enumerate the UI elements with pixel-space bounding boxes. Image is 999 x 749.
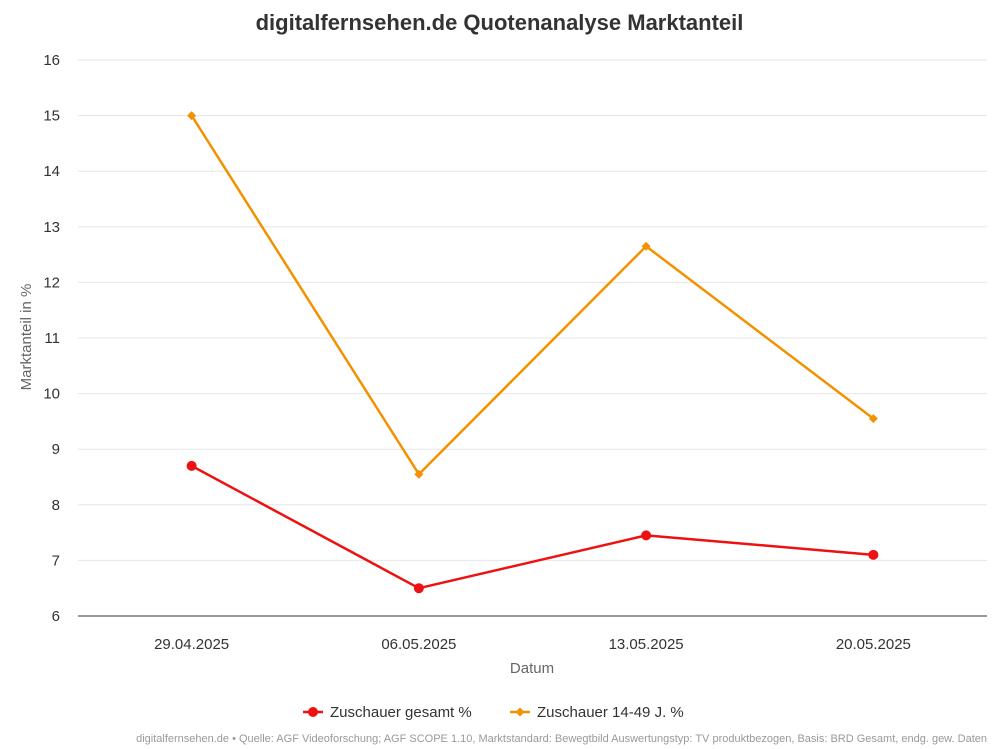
chart-title: digitalfernsehen.de Quotenanalyse Markta… bbox=[256, 10, 744, 35]
x-tick-label: 13.05.2025 bbox=[609, 636, 684, 653]
legend-item: Zuschauer 14-49 J. % bbox=[510, 704, 684, 721]
x-tick-label: 20.05.2025 bbox=[836, 636, 911, 653]
source-note: digitalfernsehen.de • Quelle: AGF Videof… bbox=[136, 733, 987, 745]
legend-item: Zuschauer gesamt % bbox=[303, 704, 472, 721]
series-2 bbox=[187, 111, 878, 479]
y-axis-label: Marktanteil in % bbox=[18, 284, 35, 391]
legend-marker bbox=[308, 707, 318, 717]
data-point bbox=[868, 549, 879, 560]
y-tick-label: 15 bbox=[43, 108, 60, 125]
y-tick-label: 8 bbox=[52, 497, 60, 514]
series-lines bbox=[186, 111, 879, 594]
series-line bbox=[190, 114, 875, 476]
series-1 bbox=[186, 460, 879, 594]
legend-label: Zuschauer 14-49 J. % bbox=[537, 704, 684, 721]
y-tick-label: 10 bbox=[43, 386, 60, 403]
series-line bbox=[191, 464, 874, 590]
data-point bbox=[641, 530, 652, 541]
x-axis-label: Datum bbox=[510, 660, 554, 677]
y-tick-label: 16 bbox=[43, 52, 60, 69]
y-tick-label: 6 bbox=[52, 608, 60, 625]
data-point bbox=[868, 414, 878, 424]
legend-marker bbox=[515, 707, 525, 717]
data-point bbox=[641, 241, 651, 251]
legend-label: Zuschauer gesamt % bbox=[330, 704, 472, 721]
data-point bbox=[413, 583, 424, 594]
y-tick-label: 14 bbox=[43, 163, 60, 180]
x-axis-ticks: 29.04.2025 06.05.2025 13.05.2025 20.05.2025 bbox=[154, 636, 911, 653]
legend: Zuschauer gesamt % Zuschauer 14-49 J. % bbox=[303, 704, 684, 721]
y-tick-label: 7 bbox=[52, 552, 60, 569]
data-point bbox=[187, 111, 197, 121]
x-tick-label: 06.05.2025 bbox=[381, 636, 456, 653]
data-point bbox=[186, 460, 197, 471]
y-tick-label: 12 bbox=[43, 274, 60, 291]
x-tick-label: 29.04.2025 bbox=[154, 636, 229, 653]
y-tick-label: 13 bbox=[43, 219, 60, 236]
gridlines bbox=[78, 59, 987, 617]
y-tick-label: 9 bbox=[52, 441, 60, 458]
y-tick-label: 11 bbox=[44, 330, 60, 347]
data-point bbox=[414, 469, 424, 479]
y-axis-ticks: 6 7 8 9 10 11 12 13 14 15 16 bbox=[43, 52, 60, 625]
